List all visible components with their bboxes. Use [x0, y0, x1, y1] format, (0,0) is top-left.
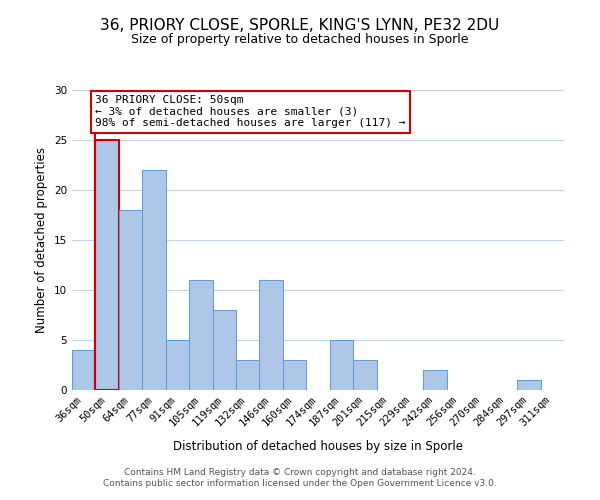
X-axis label: Distribution of detached houses by size in Sporle: Distribution of detached houses by size … [173, 440, 463, 452]
Bar [72, 350, 95, 390]
Bar [166, 340, 189, 390]
Bar [517, 380, 541, 390]
Bar [119, 210, 142, 390]
Y-axis label: Number of detached properties: Number of detached properties [35, 147, 49, 333]
Text: 36, PRIORY CLOSE, SPORLE, KING'S LYNN, PE32 2DU: 36, PRIORY CLOSE, SPORLE, KING'S LYNN, P… [100, 18, 500, 32]
Bar [330, 340, 353, 390]
Bar [283, 360, 306, 390]
Text: Contains HM Land Registry data © Crown copyright and database right 2024.
Contai: Contains HM Land Registry data © Crown c… [103, 468, 497, 487]
Bar [189, 280, 212, 390]
Bar [142, 170, 166, 390]
Text: 36 PRIORY CLOSE: 50sqm
← 3% of detached houses are smaller (3)
98% of semi-detac: 36 PRIORY CLOSE: 50sqm ← 3% of detached … [95, 95, 406, 128]
Bar [95, 140, 119, 390]
Bar [236, 360, 259, 390]
Bar [353, 360, 377, 390]
Bar [424, 370, 447, 390]
Bar [212, 310, 236, 390]
Text: Size of property relative to detached houses in Sporle: Size of property relative to detached ho… [131, 32, 469, 46]
Bar [259, 280, 283, 390]
